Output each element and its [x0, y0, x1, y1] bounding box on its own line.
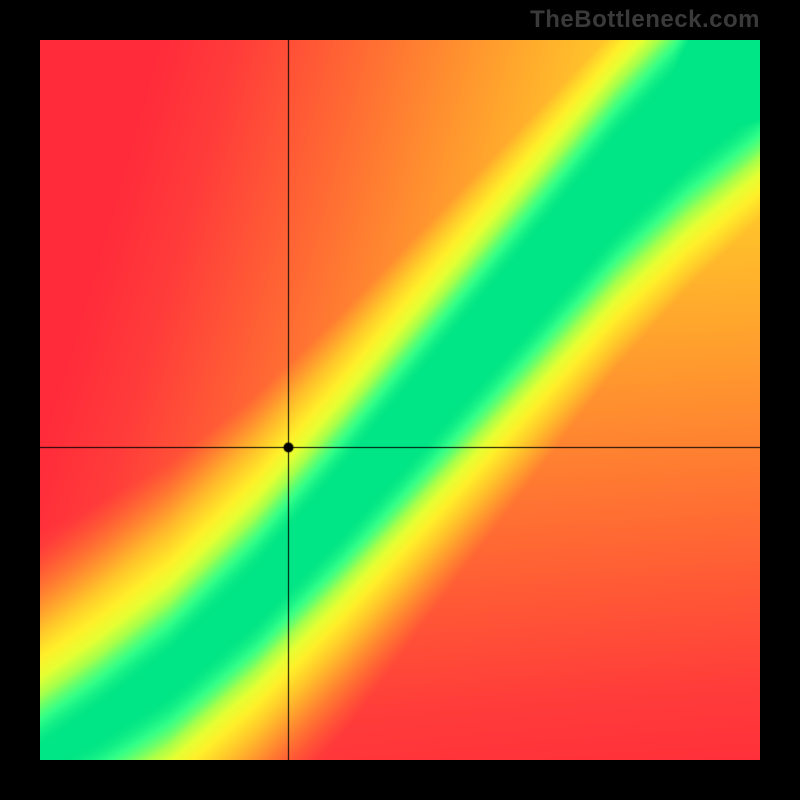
watermark-text: TheBottleneck.com [530, 6, 760, 34]
heatmap-canvas [40, 40, 760, 760]
heatmap-plot-area [40, 40, 760, 760]
